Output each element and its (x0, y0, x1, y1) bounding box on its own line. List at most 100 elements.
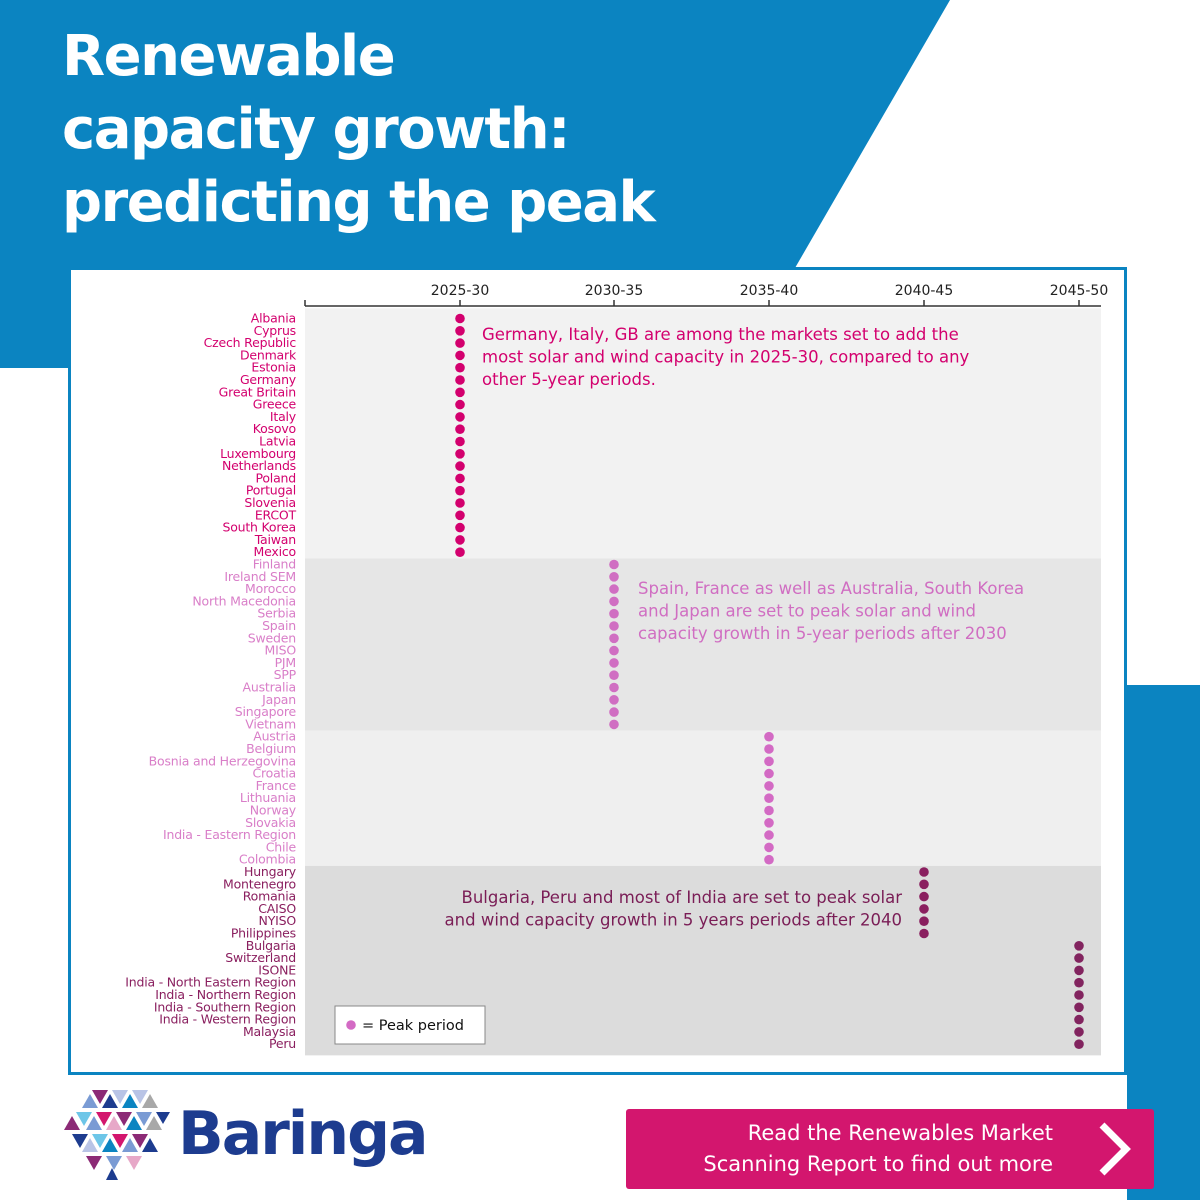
market-label: Denmark (240, 347, 297, 362)
annotation-line: Germany, Italy, GB are among the markets… (482, 325, 959, 344)
market-label: Bosnia and Herzegovina (149, 753, 296, 768)
peak-dot (764, 756, 774, 767)
header-blue-band (0, 0, 950, 268)
peak-dot (1074, 965, 1084, 976)
market-label: Montenegro (223, 876, 296, 891)
market-label: Romania (243, 889, 296, 904)
peak-dot (609, 670, 619, 680)
peak-dot (609, 682, 619, 693)
legend-dot (346, 1020, 356, 1030)
peak-dot (609, 572, 619, 582)
plot-band (305, 308, 1101, 559)
peak-dot (609, 596, 619, 607)
market-label: Czech Republic (204, 335, 297, 350)
peak-dot (1074, 977, 1084, 988)
baringa-logo-icon (64, 1090, 170, 1180)
peak-dot (455, 399, 465, 410)
market-label: Belgium (246, 741, 296, 756)
annotation-line: and wind capacity growth in 5 years peri… (445, 911, 902, 930)
market-label: SPP (274, 667, 297, 682)
peak-dot (1074, 1002, 1084, 1013)
plot-band (305, 730, 1101, 866)
peak-dot (1074, 1014, 1084, 1025)
peak-dot (609, 719, 619, 730)
peak-dot (764, 830, 774, 840)
market-label: India - Northern Region (155, 987, 296, 1002)
annotation-line: other 5-year periods. (482, 370, 656, 389)
market-label: Albania (251, 311, 296, 326)
title-line: Renewable (62, 24, 396, 89)
peak-dot (764, 854, 774, 865)
market-label: CAISO (258, 901, 296, 916)
market-label: Luxembourg (220, 446, 296, 461)
read-report-button[interactable]: Read the Renewables Market Scanning Repo… (626, 1109, 1154, 1189)
market-label: Bulgaria (246, 938, 296, 953)
title-line: predicting the peak (62, 170, 656, 235)
market-label: North Macedonia (192, 593, 296, 608)
peak-dot (764, 781, 774, 791)
legend-label: = Peak period (362, 1018, 464, 1034)
market-label: MISO (265, 643, 297, 658)
market-label: Italy (270, 409, 297, 424)
peak-dot (455, 547, 465, 557)
annotation-line: most solar and wind capacity in 2025-30,… (482, 348, 970, 367)
market-label: NYISO (259, 913, 297, 928)
peak-dot (609, 695, 619, 705)
market-label: Finland (253, 557, 296, 572)
market-label: Cyprus (254, 323, 296, 338)
peak-dot (919, 891, 929, 902)
x-tick-label: 2025-30 (431, 283, 490, 299)
peak-dot (919, 916, 929, 926)
x-tick-label: 2040-45 (895, 283, 954, 299)
peak-dot (764, 731, 774, 742)
market-label: Great Britain (219, 384, 296, 399)
peak-dot (609, 608, 619, 619)
market-label: India - Western Region (159, 1012, 296, 1027)
peak-dot (455, 362, 465, 373)
peak-dot (455, 449, 465, 459)
market-label: Poland (255, 470, 296, 485)
market-label: Serbia (257, 606, 296, 621)
market-label: Slovakia (245, 815, 296, 830)
brand-name: Baringa (178, 1099, 429, 1169)
market-label: Switzerland (225, 950, 296, 965)
market-label: Ireland SEM (224, 569, 296, 584)
peak-dot (455, 522, 465, 533)
peak-dot (1074, 1027, 1084, 1037)
peak-dot (609, 633, 619, 644)
peak-dot (764, 818, 774, 828)
market-label: Norway (250, 803, 297, 818)
cta-text: Read the Renewables Market Scanning Repo… (703, 1118, 1053, 1180)
peak-dot (1074, 1039, 1084, 1049)
peak-dot (609, 559, 619, 570)
market-label: Vietnam (245, 716, 296, 731)
title-line: capacity growth: (62, 97, 570, 162)
peak-dot (455, 326, 465, 336)
peak-dot (455, 350, 465, 361)
peak-dot (609, 584, 619, 594)
market-label: Sweden (248, 630, 296, 645)
annotation-line: Bulgaria, Peru and most of India are set… (462, 888, 903, 907)
peak-dot (609, 621, 619, 631)
cta-line: Read the Renewables Market (747, 1121, 1053, 1145)
peak-dot (1074, 941, 1084, 951)
market-label: Estonia (251, 360, 296, 375)
market-label: Netherlands (222, 458, 296, 473)
market-label: Taiwan (254, 532, 296, 547)
peak-dot (919, 928, 929, 939)
market-label: India - North Eastern Region (125, 975, 296, 990)
market-label: Mexico (254, 544, 296, 559)
peak-dot (764, 768, 774, 779)
plot-band (305, 558, 1101, 731)
peak-dot (455, 535, 465, 545)
peak-dot (455, 338, 465, 348)
peak-dot (455, 436, 465, 447)
peak-dot (609, 658, 619, 668)
x-tick-label: 2035-40 (740, 283, 799, 299)
peak-period-chart: 2025-30 2030-35 2035-40 2040-45 2045-50 Alban… (125, 283, 1108, 1056)
market-label: Kosovo (253, 421, 296, 436)
annotation-line: capacity growth in 5-year periods after … (638, 624, 1007, 643)
market-label: Slovenia (244, 495, 296, 510)
peak-dot (764, 842, 774, 853)
market-label: Germany (240, 372, 297, 387)
